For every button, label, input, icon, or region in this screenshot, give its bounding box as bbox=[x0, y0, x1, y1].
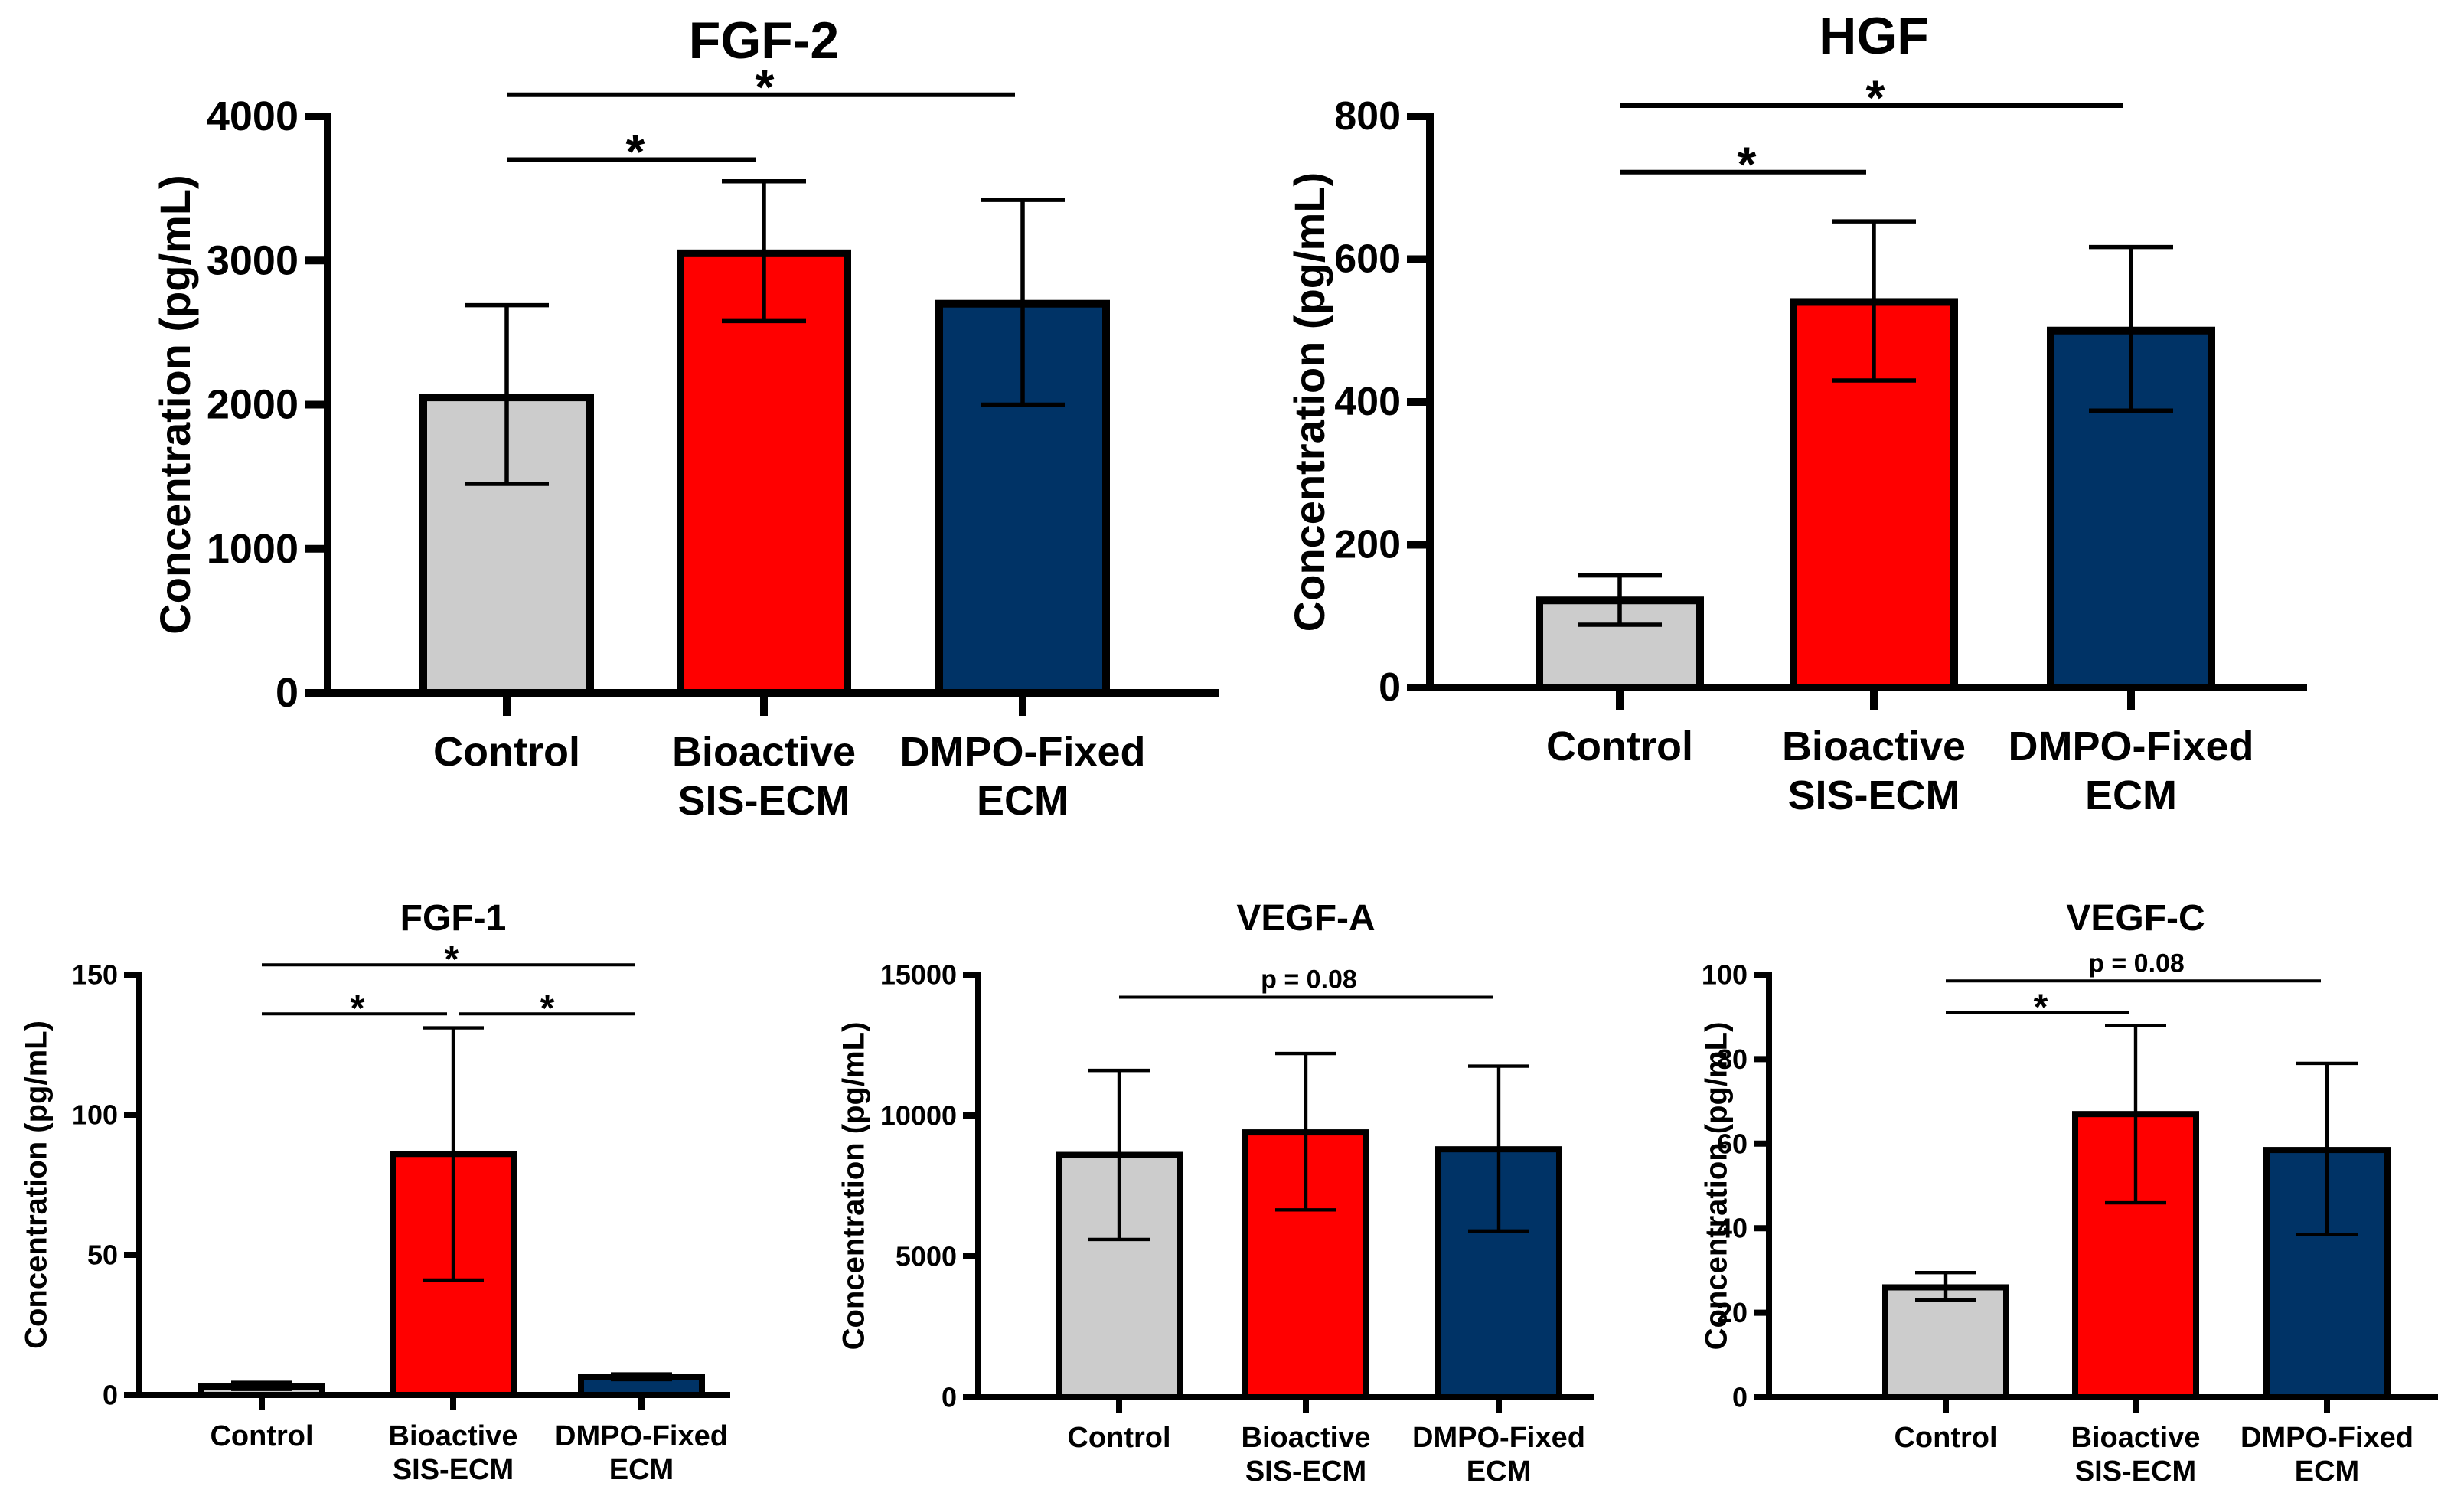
y-tick-label: 150 bbox=[72, 959, 118, 991]
x-tick-label-line: DMPO-Fixed bbox=[555, 1420, 728, 1452]
bar bbox=[1882, 1284, 2009, 1400]
significance-label: * bbox=[626, 124, 645, 179]
chart-vegf-c: VEGF-C Concentration (pg/mL) 0 20 40 60 80 100 C… bbox=[1700, 898, 2438, 1488]
y-tick-label: 200 bbox=[1334, 523, 1401, 567]
y-tick-label: 0 bbox=[1379, 665, 1401, 710]
y-tick-label: 15000 bbox=[880, 959, 957, 991]
x-tick-label: Control bbox=[1894, 1422, 1997, 1454]
bar bbox=[677, 249, 851, 697]
x-tick-label: Control bbox=[433, 729, 580, 775]
y-tick-label: 5000 bbox=[896, 1241, 957, 1272]
significance-label: * bbox=[2034, 987, 2048, 1027]
x-tick-label-line: Bioactive bbox=[2071, 1422, 2201, 1454]
x-tick-label: Control bbox=[1067, 1422, 1170, 1454]
x-tick-label-line: ECM bbox=[1467, 1455, 1531, 1488]
x-tick-label-line: SIS-ECM bbox=[2075, 1455, 2196, 1488]
x-tick-label: Bioactive SIS-ECM bbox=[672, 729, 856, 824]
x-tick-label-line: SIS-ECM bbox=[1245, 1455, 1366, 1488]
x-tick-label-line: SIS-ECM bbox=[1787, 772, 1960, 818]
y-tick-label: 0 bbox=[942, 1382, 957, 1413]
significance-label: * bbox=[1866, 70, 1885, 126]
x-tick-label-line: SIS-ECM bbox=[677, 778, 850, 824]
x-tick-label-line: Control bbox=[1067, 1422, 1170, 1454]
y-tick-label: 1000 bbox=[207, 526, 299, 572]
x-tick-label: Bioactive SIS-ECM bbox=[1782, 724, 1966, 818]
y-axis-label: Concentration (pg/mL) bbox=[837, 1022, 871, 1351]
x-tick-label-line: Control bbox=[433, 729, 580, 775]
y-tick-label: 800 bbox=[1334, 94, 1401, 139]
x-tick-label-line: Bioactive bbox=[1242, 1422, 1371, 1454]
bar bbox=[2263, 1147, 2391, 1400]
x-tick-label: Bioactive SIS-ECM bbox=[389, 1420, 518, 1486]
x-tick-label: Bioactive SIS-ECM bbox=[1242, 1422, 1371, 1488]
y-axis-label: Concentration (pg/mL) bbox=[1700, 1022, 1734, 1351]
y-tick-label: 4000 bbox=[207, 93, 299, 139]
x-tick-label: DMPO-Fixed ECM bbox=[2008, 724, 2253, 818]
x-tick-label-line: ECM bbox=[2295, 1455, 2359, 1488]
x-tick-label-line: Bioactive bbox=[672, 729, 856, 775]
chart-title: HGF bbox=[1819, 7, 1929, 65]
y-tick-label: 100 bbox=[1702, 959, 1748, 991]
chart-title: VEGF-A bbox=[1236, 898, 1375, 939]
y-axis-label: Concentration (pg/mL) bbox=[1285, 172, 1333, 632]
x-tick-label-line: ECM bbox=[609, 1454, 674, 1486]
x-tick-label: DMPO-Fixed ECM bbox=[899, 729, 1145, 824]
chart-fgf-2: FGF-2 Concentration (pg/mL) 0 1000 2000 3000 4… bbox=[151, 11, 1219, 824]
y-tick-label: 20 bbox=[1717, 1297, 1748, 1328]
x-tick-label-line: DMPO-Fixed bbox=[1412, 1422, 1585, 1454]
x-tick-label-line: ECM bbox=[977, 778, 1069, 824]
y-tick-label: 0 bbox=[276, 670, 299, 716]
significance-label: * bbox=[540, 988, 555, 1029]
y-tick-label: 60 bbox=[1717, 1128, 1748, 1159]
significance-label: * bbox=[1738, 136, 1757, 191]
x-tick-label-line: DMPO-Fixed bbox=[899, 729, 1145, 775]
significance-label: * bbox=[351, 988, 365, 1029]
chart-hgf: HGF Concentration (pg/mL) 0 200 400 600 800 Con… bbox=[1285, 7, 2307, 818]
chart-vegf-a: VEGF-A Concentration (pg/mL) 0 5000 10000 150… bbox=[837, 898, 1594, 1488]
chart-title: FGF-2 bbox=[689, 11, 839, 70]
chart-fgf-1: FGF-1 Concentration (pg/mL) 0 50 100 150 Contr… bbox=[20, 898, 730, 1486]
x-tick-label-line: SIS-ECM bbox=[393, 1454, 514, 1486]
y-tick-label: 600 bbox=[1334, 237, 1401, 282]
y-tick-label: 0 bbox=[1732, 1382, 1748, 1413]
significance-label: p = 0.08 bbox=[2088, 949, 2185, 978]
x-tick-label-line: Control bbox=[1546, 724, 1693, 769]
x-tick-label: Control bbox=[210, 1420, 313, 1452]
y-tick-label: 0 bbox=[103, 1380, 118, 1411]
y-tick-label: 80 bbox=[1717, 1044, 1748, 1075]
x-tick-label: DMPO-Fixed ECM bbox=[555, 1420, 728, 1486]
y-tick-label: 40 bbox=[1717, 1213, 1748, 1244]
x-tick-label: Control bbox=[1546, 724, 1693, 769]
chart-title: VEGF-C bbox=[2066, 898, 2205, 939]
y-tick-label: 50 bbox=[87, 1240, 118, 1271]
significance-label: * bbox=[756, 59, 775, 114]
x-tick-label: DMPO-Fixed ECM bbox=[1412, 1422, 1585, 1488]
x-tick-label: Bioactive SIS-ECM bbox=[2071, 1422, 2201, 1488]
y-axis-label: Concentration (pg/mL) bbox=[20, 1021, 54, 1349]
y-tick-label: 10000 bbox=[880, 1100, 957, 1132]
x-tick-label-line: Bioactive bbox=[1782, 724, 1966, 769]
significance-label: p = 0.08 bbox=[1261, 965, 1357, 994]
y-tick-label: 400 bbox=[1334, 380, 1401, 424]
x-tick-label-line: Bioactive bbox=[389, 1420, 518, 1452]
x-tick-label: DMPO-Fixed ECM bbox=[2240, 1422, 2413, 1488]
x-tick-label-line: Control bbox=[1894, 1422, 1997, 1454]
y-axis-label: Concentration (pg/mL) bbox=[151, 175, 199, 634]
chart-title: FGF-1 bbox=[400, 898, 507, 939]
y-tick-label: 100 bbox=[72, 1099, 118, 1131]
x-tick-label-line: ECM bbox=[2085, 772, 2177, 818]
x-tick-label-line: DMPO-Fixed bbox=[2008, 724, 2253, 769]
y-tick-label: 3000 bbox=[207, 237, 299, 283]
x-tick-label-line: DMPO-Fixed bbox=[2240, 1422, 2413, 1454]
y-tick-label: 2000 bbox=[207, 382, 299, 428]
significance-label: * bbox=[445, 939, 459, 980]
x-tick-label-line: Control bbox=[210, 1420, 313, 1452]
